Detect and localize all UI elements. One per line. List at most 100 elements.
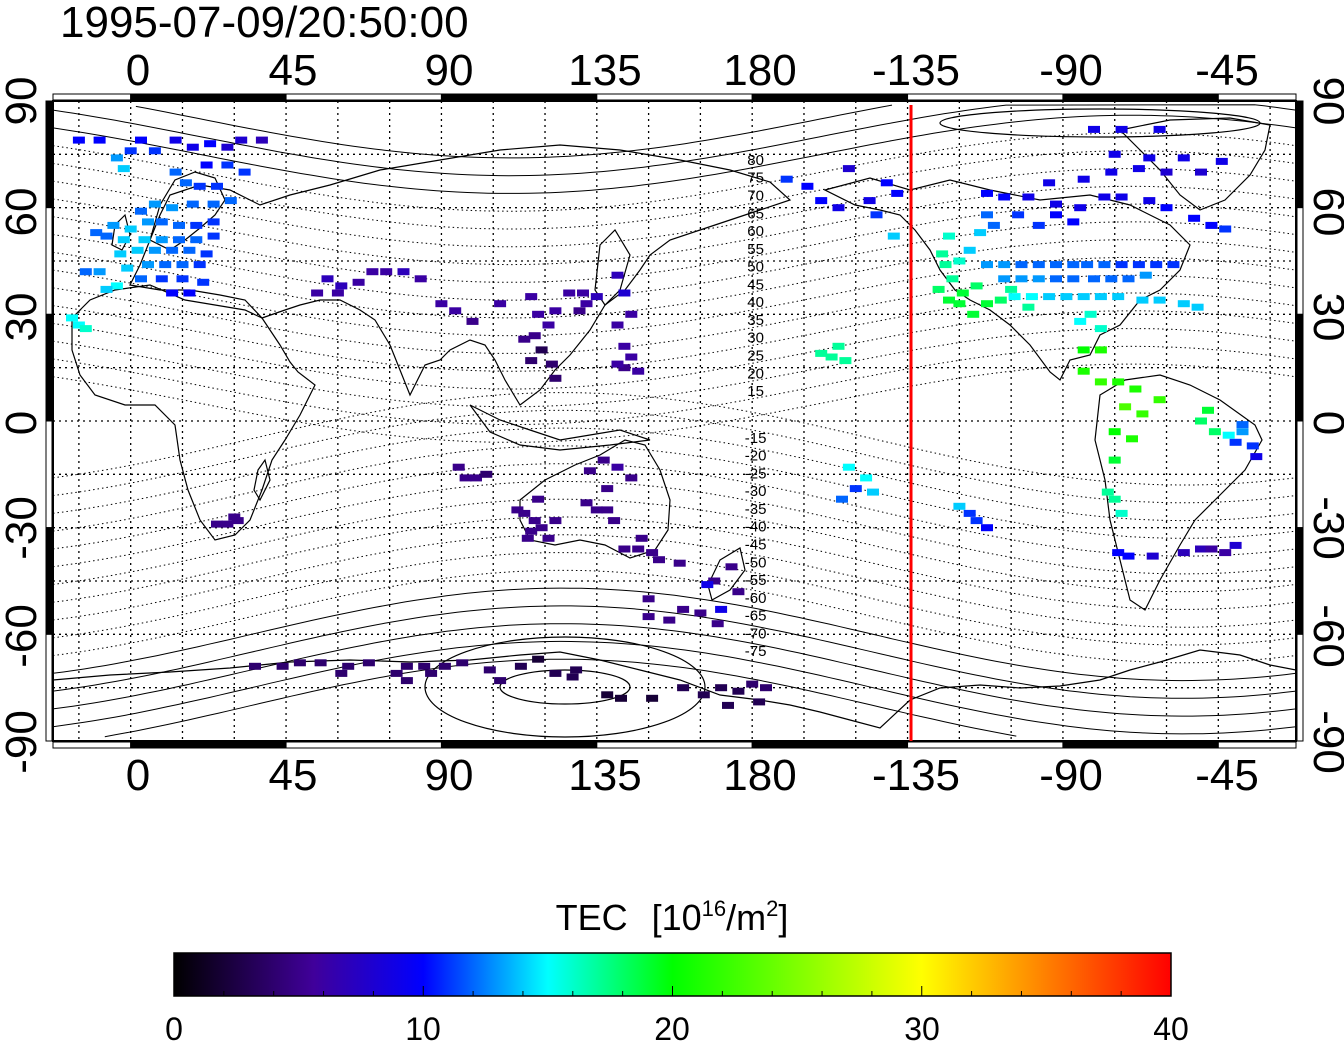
left-lat-label: -90 — [0, 710, 46, 774]
bottom-axis-bar-segment — [52, 741, 132, 749]
tec-data-point — [1115, 193, 1128, 201]
tec-data-point — [549, 307, 562, 315]
tec-data-point — [1177, 154, 1190, 162]
bottom-axis-bar-segment — [596, 741, 753, 749]
tec-data-point — [1032, 221, 1045, 229]
tec-data-point — [1050, 275, 1062, 283]
tec-data-point — [611, 271, 624, 279]
top-lon-label: 90 — [425, 46, 474, 95]
tec-data-point — [1132, 165, 1145, 173]
magnetic-latitude-label: -25 — [745, 465, 767, 482]
colorbar-unit-mid: /m — [726, 897, 766, 938]
tec-data-point — [335, 669, 348, 677]
colorbar-unit-exponent: 16 — [702, 896, 726, 921]
magnetic-latitude-label: 30 — [747, 330, 764, 347]
map-frame — [52, 100, 1297, 742]
magnetic-latitude-label: -40 — [745, 519, 767, 536]
colorbar-tick-label: 20 — [654, 1011, 690, 1047]
tec-data-point — [1219, 225, 1232, 233]
tec-data-point — [842, 463, 855, 471]
tec-data-point — [697, 691, 710, 699]
tec-data-point — [535, 524, 548, 532]
coastline-south-america — [1094, 374, 1263, 611]
right-lat-label: -60 — [1304, 604, 1344, 668]
tec-data-point — [891, 189, 904, 197]
tec-data-point — [577, 289, 589, 297]
left-axis-bar-segment — [45, 207, 53, 315]
tec-data-point — [970, 517, 983, 525]
tec-data-point — [932, 285, 945, 293]
coastline-australia — [519, 439, 671, 559]
colorbar-tick-label: 10 — [405, 1011, 441, 1047]
tec-data-point — [249, 662, 261, 670]
tec-data-point — [1205, 221, 1218, 229]
tec-data-point — [825, 353, 838, 361]
tec-data-point — [1105, 275, 1118, 283]
tec-data-point — [867, 488, 879, 496]
tec-data-point — [998, 275, 1011, 283]
tec-data-point — [235, 136, 248, 144]
tec-data-point — [311, 289, 324, 297]
tec-data-point — [635, 534, 648, 542]
tec-data-point — [1115, 509, 1128, 517]
tec-data-point — [1084, 310, 1097, 318]
tec-data-point — [155, 275, 168, 283]
tec-data-point — [1094, 293, 1107, 301]
tec-data-point — [618, 545, 631, 553]
tec-data-point — [580, 499, 593, 507]
left-axis-bar-segment — [45, 313, 53, 422]
left-axis-bar-segment — [45, 527, 53, 635]
tec-data-point — [110, 282, 123, 290]
tec-data-point — [362, 659, 375, 667]
tec-data-point — [597, 456, 610, 464]
top-axis-bar-segment — [52, 93, 132, 101]
tec-data-point — [390, 669, 403, 677]
magnetic-latitude-label: 40 — [747, 294, 764, 311]
tec-data-point — [135, 207, 147, 215]
tec-data-point — [176, 261, 189, 269]
tec-data-point — [1015, 261, 1028, 269]
top-lon-label: 0 — [126, 46, 150, 95]
bottom-axis-bar-segment — [130, 741, 287, 749]
tec-data-point — [183, 289, 196, 297]
tec-data-point — [732, 588, 745, 596]
tec-data-point — [1136, 296, 1149, 304]
graticule-grid — [53, 101, 1296, 741]
tec-data-point — [518, 509, 531, 517]
tec-data-point — [400, 662, 413, 670]
tec-data-point — [1150, 261, 1163, 269]
tec-data-point — [1219, 549, 1232, 557]
tec-data-point — [511, 506, 524, 514]
tec-data-point — [186, 200, 199, 208]
tec-data-point — [943, 296, 955, 304]
tec-data-point — [1153, 296, 1166, 304]
tec-data-point — [1081, 261, 1094, 269]
tec-data-point — [190, 221, 203, 229]
left-lat-label: 30 — [0, 293, 46, 342]
tec-data-point — [801, 182, 814, 190]
tec-data-point — [456, 659, 469, 667]
tec-data-point — [946, 275, 959, 283]
tec-data-point — [100, 285, 113, 293]
tec-data-point — [981, 211, 993, 219]
magnetic-latitude-contour — [53, 640, 1296, 735]
tec-data-point — [148, 200, 161, 208]
tec-data-point — [970, 282, 983, 290]
magnetic-latitude-label: -70 — [745, 625, 767, 642]
tec-data-point — [601, 506, 614, 514]
tec-data-point — [987, 221, 1000, 229]
bottom-lon-label: 45 — [269, 751, 318, 800]
tec-data-point — [1132, 261, 1145, 269]
top-longitude-labels: 0 45 90 135 180 -135 -90 -45 — [126, 46, 1259, 95]
tec-data-point — [870, 211, 883, 219]
tec-data-point — [1139, 271, 1152, 279]
tec-data-point — [142, 261, 154, 269]
tec-data-point — [532, 495, 545, 503]
tec-data-point — [939, 261, 952, 269]
tec-data-point — [832, 342, 845, 350]
tec-data-point — [563, 289, 576, 297]
tec-data-point — [618, 342, 631, 350]
tec-data-point — [452, 463, 465, 471]
magnetic-latitude-contour — [104, 658, 1017, 738]
